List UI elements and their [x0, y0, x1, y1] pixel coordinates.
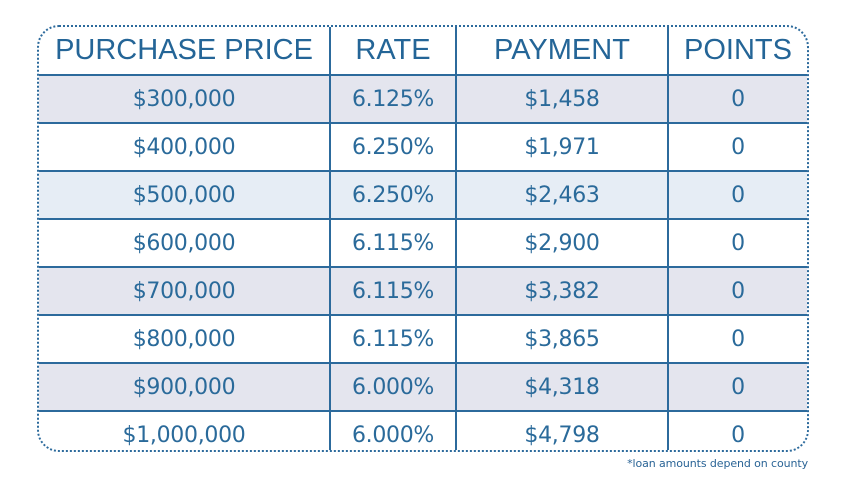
cell-purchase-price: $1,000,000 [39, 411, 331, 450]
cell-rate: 6.000% [330, 411, 457, 450]
cell-purchase-price: $900,000 [39, 363, 331, 412]
cell-rate: 6.125% [330, 75, 457, 124]
cell-purchase-price: $800,000 [39, 315, 331, 364]
cell-rate: 6.115% [330, 267, 457, 316]
cell-points: 0 [667, 75, 807, 124]
cell-payment: $4,798 [456, 411, 669, 450]
table-row: $500,000 6.250% $2,463 0 [39, 171, 807, 220]
cell-points: 0 [667, 363, 807, 412]
footnote: *loan amounts depend on county [627, 457, 808, 470]
cell-rate: 6.115% [330, 219, 457, 268]
cell-points: 0 [667, 315, 807, 364]
cell-payment: $1,458 [456, 75, 669, 124]
cell-points: 0 [667, 123, 807, 172]
cell-rate: 6.250% [330, 123, 457, 172]
table-header-row: PURCHASE PRICE RATE PAYMENT POINTS [39, 27, 807, 76]
header-rate: RATE [330, 27, 457, 76]
table-row: $300,000 6.125% $1,458 0 [39, 75, 807, 124]
cell-points: 0 [667, 411, 807, 450]
cell-payment: $4,318 [456, 363, 669, 412]
table-row: $800,000 6.115% $3,865 0 [39, 315, 807, 364]
cell-purchase-price: $400,000 [39, 123, 331, 172]
header-points: POINTS [668, 27, 807, 76]
cell-rate: 6.250% [330, 171, 457, 220]
cell-rate: 6.000% [330, 363, 457, 412]
cell-purchase-price: $300,000 [39, 75, 331, 124]
header-payment: PAYMENT [456, 27, 669, 76]
table-row: $1,000,000 6.000% $4,798 0 [39, 411, 807, 450]
cell-payment: $1,971 [456, 123, 669, 172]
mortgage-rate-table: PURCHASE PRICE RATE PAYMENT POINTS $300,… [37, 25, 809, 452]
table-row: $600,000 6.115% $2,900 0 [39, 219, 807, 268]
cell-purchase-price: $700,000 [39, 267, 331, 316]
header-purchase-price: PURCHASE PRICE [39, 27, 331, 76]
cell-points: 0 [667, 219, 807, 268]
cell-purchase-price: $600,000 [39, 219, 331, 268]
rate-table: PURCHASE PRICE RATE PAYMENT POINTS $300,… [39, 27, 807, 450]
table-row: $400,000 6.250% $1,971 0 [39, 123, 807, 172]
cell-points: 0 [667, 171, 807, 220]
cell-rate: 6.115% [330, 315, 457, 364]
cell-payment: $2,463 [456, 171, 669, 220]
cell-payment: $2,900 [456, 219, 669, 268]
table-row: $900,000 6.000% $4,318 0 [39, 363, 807, 412]
cell-payment: $3,865 [456, 315, 669, 364]
cell-payment: $3,382 [456, 267, 669, 316]
cell-purchase-price: $500,000 [39, 171, 331, 220]
cell-points: 0 [667, 267, 807, 316]
table-row: $700,000 6.115% $3,382 0 [39, 267, 807, 316]
